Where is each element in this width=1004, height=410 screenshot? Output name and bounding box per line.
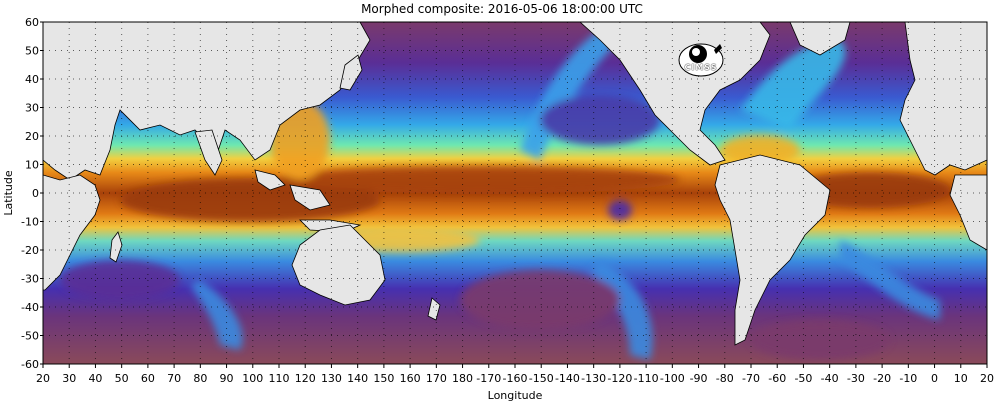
x-tick-label: -130 xyxy=(581,372,606,385)
x-tick-label: 140 xyxy=(347,372,368,385)
x-tick-label: 170 xyxy=(426,372,447,385)
x-tick-label: -10 xyxy=(899,372,917,385)
x-tick-label: -150 xyxy=(529,372,554,385)
y-tick-label: -20 xyxy=(21,244,39,257)
x-tick-label: 10 xyxy=(954,372,968,385)
y-tick-label: -50 xyxy=(21,330,39,343)
x-tick-label: 100 xyxy=(242,372,263,385)
y-tick-label: -60 xyxy=(21,358,39,371)
y-axis-label: Latitude xyxy=(2,170,15,216)
x-tick-label: 40 xyxy=(88,372,102,385)
x-tick-label: -120 xyxy=(607,372,632,385)
x-tick-label: 180 xyxy=(452,372,473,385)
x-tick-label: -140 xyxy=(555,372,580,385)
x-axis-label: Longitude xyxy=(488,389,543,402)
x-tick-label: -100 xyxy=(660,372,685,385)
y-tick-label: 10 xyxy=(25,159,39,172)
x-tick-label: -170 xyxy=(476,372,501,385)
x-axis-ticks: 20 30 40 50 60 70 80 90 100 110 120 130 140 150 160 170… xyxy=(36,364,994,385)
x-tick-label: 80 xyxy=(193,372,207,385)
x-tick-label: 20 xyxy=(980,372,994,385)
x-tick-label: -160 xyxy=(503,372,528,385)
graticule xyxy=(43,22,987,364)
y-tick-label: -10 xyxy=(21,216,39,229)
x-tick-label: 160 xyxy=(400,372,421,385)
x-tick-label: 60 xyxy=(141,372,155,385)
x-tick-label: 120 xyxy=(295,372,316,385)
map-title: Morphed composite: 2016-05-06 18:00:00 U… xyxy=(361,2,643,16)
x-tick-label: -20 xyxy=(873,372,891,385)
y-axis-ticks: 60 50 40 30 20 10 0 -10 -20 -30 -40 -50 -60 xyxy=(21,16,43,371)
y-tick-label: -40 xyxy=(21,301,39,314)
x-tick-label: 50 xyxy=(115,372,129,385)
x-tick-label: 70 xyxy=(167,372,181,385)
x-tick-label: 110 xyxy=(269,372,290,385)
cimss-logo xyxy=(678,43,724,77)
y-tick-label: 0 xyxy=(32,187,39,200)
field-layer xyxy=(43,22,987,364)
x-tick-label: -60 xyxy=(768,372,786,385)
x-tick-label: -30 xyxy=(847,372,865,385)
x-tick-label: -90 xyxy=(690,372,708,385)
x-tick-label: -40 xyxy=(821,372,839,385)
x-tick-label: -110 xyxy=(634,372,659,385)
x-tick-label: 150 xyxy=(373,372,394,385)
x-tick-label: 20 xyxy=(36,372,50,385)
x-tick-label: -50 xyxy=(794,372,812,385)
x-tick-label: 30 xyxy=(62,372,76,385)
y-tick-label: 40 xyxy=(25,73,39,86)
x-tick-label: 90 xyxy=(220,372,234,385)
y-tick-label: -30 xyxy=(21,273,39,286)
y-tick-label: 60 xyxy=(25,16,39,29)
x-tick-label: 0 xyxy=(931,372,938,385)
y-tick-label: 50 xyxy=(25,45,39,58)
x-tick-label: 130 xyxy=(321,372,342,385)
y-tick-label: 30 xyxy=(25,102,39,115)
x-tick-label: -80 xyxy=(716,372,734,385)
y-tick-label: 20 xyxy=(25,130,39,143)
x-tick-label: -70 xyxy=(742,372,760,385)
cimss-logo-text: CIMSS xyxy=(684,63,718,72)
